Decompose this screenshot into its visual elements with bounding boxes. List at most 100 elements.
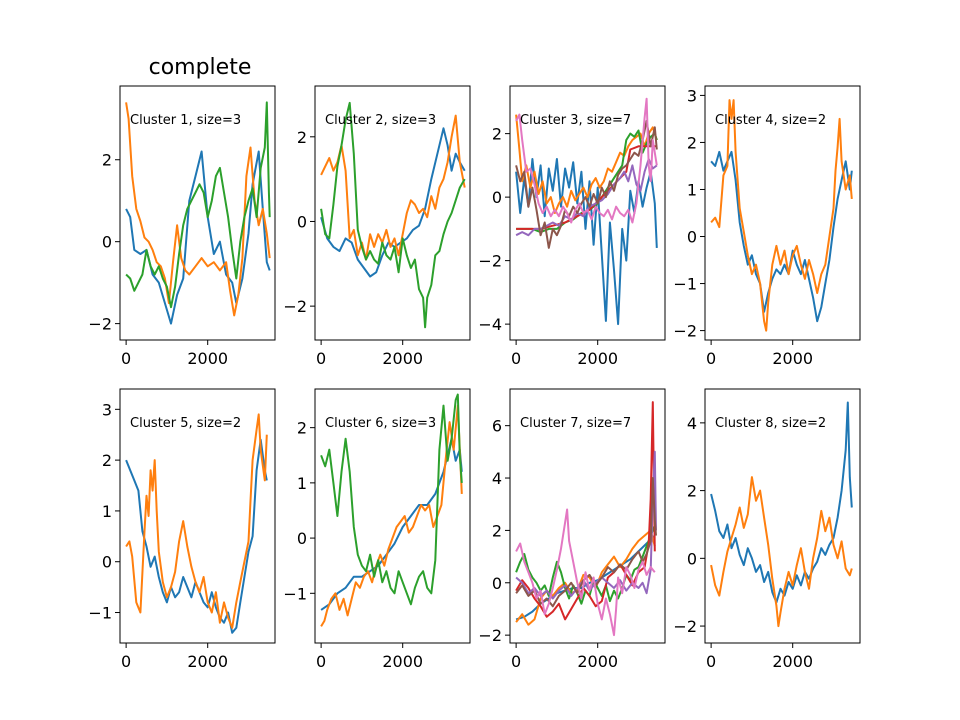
y-tick-label: 2 bbox=[297, 419, 307, 438]
y-tick-label: 1 bbox=[297, 474, 307, 493]
y-tick-label: −2 bbox=[478, 626, 502, 645]
y-tick-label: 1 bbox=[687, 180, 697, 199]
cluster-title: Cluster 6, size=3 bbox=[325, 416, 436, 431]
axes-frame bbox=[509, 85, 666, 341]
y-tick-label: −1 bbox=[673, 275, 697, 294]
cluster-panel-5: 0 2000 −1 0 1 2 3 Cluster 5, size=2 bbox=[88, 388, 276, 671]
cluster-panel-7: 0 2000 −2 0 2 4 6 Cluster 7, size=7 bbox=[478, 388, 666, 671]
series-line-3 bbox=[320, 101, 466, 329]
x-tick-label: 0 bbox=[511, 652, 521, 671]
cluster-title: Cluster 8, size=2 bbox=[715, 416, 826, 431]
axes-frame bbox=[314, 85, 471, 341]
cluster-title: Cluster 3, size=7 bbox=[520, 113, 631, 128]
x-tick-label: 2000 bbox=[772, 652, 813, 671]
axes-frame bbox=[119, 388, 276, 644]
y-tick-label: 3 bbox=[102, 400, 112, 419]
series-line-7 bbox=[515, 97, 658, 224]
cluster-title: Cluster 4, size=2 bbox=[715, 113, 826, 128]
series-line-5 bbox=[515, 450, 657, 600]
series-line-2 bbox=[320, 404, 463, 627]
y-tick-label: 1 bbox=[102, 502, 112, 521]
y-tick-label: −2 bbox=[283, 297, 307, 316]
y-tick-label: −2 bbox=[673, 322, 697, 341]
y-tick-label: 2 bbox=[102, 151, 112, 170]
series-line-2 bbox=[125, 102, 271, 317]
series-line-7 bbox=[515, 508, 656, 637]
x-tick-label: 2000 bbox=[772, 349, 813, 368]
y-tick-label: 2 bbox=[687, 482, 697, 501]
x-tick-label: 0 bbox=[706, 652, 716, 671]
series-group bbox=[125, 101, 271, 325]
axes-frame bbox=[119, 85, 276, 341]
axes-frame bbox=[509, 388, 666, 644]
y-tick-label: 2 bbox=[297, 128, 307, 147]
y-tick-label: −4 bbox=[478, 315, 502, 334]
axes-frame bbox=[314, 388, 471, 644]
series-group bbox=[710, 99, 853, 332]
series-line-2 bbox=[710, 476, 853, 628]
y-tick-label: 3 bbox=[687, 86, 697, 105]
axes-frame bbox=[704, 85, 861, 341]
y-tick-label: 0 bbox=[687, 549, 697, 568]
series-line-3 bbox=[125, 101, 271, 309]
series-group bbox=[515, 97, 658, 326]
y-tick-label: 0 bbox=[102, 233, 112, 252]
y-tick-label: 2 bbox=[492, 125, 502, 144]
cluster-title: Cluster 5, size=2 bbox=[130, 416, 241, 431]
x-tick-label: 2000 bbox=[187, 349, 228, 368]
series-group bbox=[710, 401, 853, 628]
y-tick-label: 0 bbox=[297, 212, 307, 231]
y-tick-label: 0 bbox=[102, 553, 112, 572]
y-tick-label: −1 bbox=[283, 584, 307, 603]
cluster-panel-6: 0 2000 −1 0 1 2 Cluster 6, size=3 bbox=[283, 388, 471, 671]
y-tick-label: 2 bbox=[492, 521, 502, 540]
y-tick-label: 4 bbox=[687, 414, 697, 433]
x-tick-label: 0 bbox=[121, 349, 131, 368]
cluster-panel-8: 0 2000 −2 0 2 4 Cluster 8, size=2 bbox=[673, 388, 861, 671]
series-group bbox=[515, 401, 657, 637]
series-line-6 bbox=[515, 119, 658, 249]
x-tick-label: 2000 bbox=[382, 652, 423, 671]
series-group bbox=[320, 101, 466, 329]
x-tick-label: 2000 bbox=[577, 349, 618, 368]
series-line-2 bbox=[710, 99, 853, 332]
x-tick-label: 0 bbox=[511, 349, 521, 368]
y-tick-label: −1 bbox=[88, 604, 112, 623]
cluster-title: Cluster 7, size=7 bbox=[520, 416, 631, 431]
y-tick-label: −2 bbox=[88, 315, 112, 334]
x-tick-label: 0 bbox=[121, 652, 131, 671]
x-tick-label: 0 bbox=[706, 349, 716, 368]
y-tick-label: 0 bbox=[492, 188, 502, 207]
cluster-panel-4: 0 2000 −2 −1 0 1 2 3 Cluster 4, size=2 bbox=[673, 85, 861, 368]
cluster-title: Cluster 1, size=3 bbox=[130, 113, 241, 128]
y-tick-label: 2 bbox=[102, 451, 112, 470]
series-line-1 bbox=[710, 401, 853, 604]
y-tick-label: 0 bbox=[492, 574, 502, 593]
series-line-1 bbox=[320, 127, 466, 278]
series-line-2 bbox=[320, 114, 466, 261]
series-line-3 bbox=[320, 393, 463, 606]
x-tick-label: 2000 bbox=[187, 652, 228, 671]
series-group bbox=[320, 393, 463, 627]
figure-title: complete bbox=[149, 55, 252, 80]
axes-frame bbox=[704, 388, 861, 644]
y-tick-label: 2 bbox=[687, 133, 697, 152]
cluster-title: Cluster 2, size=3 bbox=[325, 113, 436, 128]
x-tick-label: 0 bbox=[316, 652, 326, 671]
y-tick-label: 4 bbox=[492, 469, 502, 488]
series-line-2 bbox=[515, 114, 658, 214]
x-tick-label: 0 bbox=[316, 349, 326, 368]
y-tick-label: 0 bbox=[297, 529, 307, 548]
x-tick-label: 2000 bbox=[577, 652, 618, 671]
cluster-panel-1: 0 2000 −2 0 2 Cluster 1, size=3 bbox=[88, 85, 276, 368]
y-tick-label: −2 bbox=[478, 252, 502, 271]
cluster-panel-3: 0 2000 −4 −2 0 2 Cluster 3, size=7 bbox=[478, 85, 666, 368]
series-line-2 bbox=[125, 413, 268, 629]
cluster-panel-2: 0 2000 −2 0 2 Cluster 2, size=3 bbox=[283, 85, 471, 368]
x-tick-label: 2000 bbox=[382, 349, 423, 368]
series-group bbox=[125, 413, 268, 634]
y-tick-label: −2 bbox=[673, 617, 697, 636]
